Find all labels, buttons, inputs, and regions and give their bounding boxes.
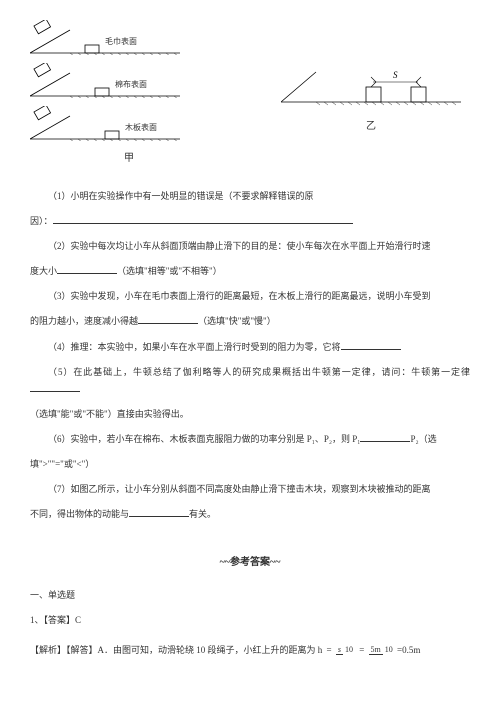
surface3-label: 木板表面 <box>125 120 157 135</box>
q7-text-c: 有关。 <box>189 509 216 519</box>
question-5b: （选填"能"或"不能"）直接由实验得出。 <box>30 406 470 423</box>
ramp-svg-3 <box>30 106 180 141</box>
caption-left: 甲 <box>30 149 228 168</box>
q3-text-b: 的阻力越小，速度减小得越 <box>30 316 138 326</box>
question-7: （7）如图乙所示，让小车分别从斜面不同高度处由静止滑下撞击木块，观察到木块被推动… <box>30 481 470 498</box>
question-6: （6）实验中，若小车在棉布、木板表面克服阻力做的功率分别是 P₁、P₂，则 P₁… <box>30 431 470 448</box>
question-7b: 不同，得出物体的动能与 有关。 <box>30 506 470 523</box>
blank-q6 <box>360 431 410 442</box>
question-5a: （5）在此基础上，牛顿总结了伽利略等人的研究成果概括出牛顿第一定律，请问：牛顿第… <box>30 364 470 398</box>
blank-q1 <box>53 213 353 224</box>
q6-text-c: 填">""="或"<"） <box>30 459 94 469</box>
diagram-area: 毛巾表面 棉布表面 <box>30 20 470 168</box>
ramp-3: 木板表面 <box>30 106 228 141</box>
q1-text-a: （1）小明在实验操作中有一处明显的错误是（不要求解释错误的原 <box>48 191 314 201</box>
answer-divider: ~~参考答案~~ <box>30 553 470 572</box>
q7-text-b: 不同，得出物体的动能与 <box>30 509 129 519</box>
svg-text:S: S <box>393 70 398 80</box>
blank-q5 <box>30 381 80 392</box>
a1-text-a: 【解析】【解答】A．由图可知，动滑轮绕 10 段绳子，小红上升的距离为 h <box>30 645 322 655</box>
diagram-left: 毛巾表面 棉布表面 <box>30 20 228 168</box>
diagram-right: S 乙 <box>272 20 470 168</box>
q7-text-a: （7）如图乙所示，让小车分别从斜面不同高度处由静止滑下撞击木块，观察到木块被推动… <box>48 484 431 494</box>
caption-right: 乙 <box>366 117 376 136</box>
ramp-svg-2 <box>30 63 180 98</box>
q5-text-b: （选填"能"或"不能"）直接由实验得出。 <box>30 409 189 419</box>
q4-text-a: （4）推理：本实验中，如果小车在水平面上滑行时受到的阻力为零，它将 <box>48 342 341 352</box>
q2-text-a: （2）实验中每次均让小车从斜面顶端由静止滑下的目的是：使小车每次在水平面上开始滑… <box>48 241 431 251</box>
blank-q2 <box>57 263 117 274</box>
q3-text-c: （选填"快"或"慢"） <box>198 316 276 326</box>
q1-text-b: 因）： <box>30 216 53 226</box>
answer-1-label: 1、【答案】C <box>30 612 470 629</box>
frac-1: s10 <box>336 646 355 655</box>
question-1: （1）小明在实验操作中有一处明显的错误是（不要求解释错误的原 <box>30 188 470 205</box>
right-svg: S <box>281 52 461 112</box>
answer-1: 1、【答案】C 【解析】【解答】A．由图可知，动滑轮绕 10 段绳子，小红上升的… <box>30 612 470 658</box>
ramp-2: 棉布表面 <box>30 63 228 98</box>
surface2-label: 棉布表面 <box>115 77 147 92</box>
q6-text-b: P₂（选 <box>410 434 436 444</box>
question-6b: 填">""="或"<"） <box>30 456 470 473</box>
blank-q3 <box>138 313 198 324</box>
question-2: （2）实验中每次均让小车从斜面顶端由静止滑下的目的是：使小车每次在水平面上开始滑… <box>30 238 470 255</box>
question-3b: 的阻力越小，速度减小得越 （选填"快"或"慢"） <box>30 313 470 330</box>
q2-text-b: 度大小 <box>30 266 57 276</box>
blank-q4 <box>341 339 401 350</box>
q6-text-a: （6）实验中，若小车在棉布、木板表面克服阻力做的功率分别是 P₁、P₂，则 P₁ <box>48 434 360 444</box>
answer-1-text: 【解析】【解答】A．由图可知，动滑轮绕 10 段绳子，小红上升的距离为 h = … <box>30 642 470 659</box>
surface1-label: 毛巾表面 <box>105 34 137 49</box>
section-1-title: 一、单选题 <box>30 587 470 604</box>
question-2b: 度大小 （选填"相等"或"不相等"） <box>30 263 470 280</box>
question-1b: 因）： <box>30 213 470 230</box>
question-4: （4）推理：本实验中，如果小车在水平面上滑行时受到的阻力为零，它将 <box>30 339 470 356</box>
q3-text-a: （3）实验中发现，小车在毛巾表面上滑行的距离最短，在木板上滑行的距离最远，说明小… <box>48 291 431 301</box>
a1-eq2: = <box>359 645 364 655</box>
q2-text-c: （选填"相等"或"不相等"） <box>117 266 222 276</box>
a1-eq1: = <box>327 645 332 655</box>
ramp-1: 毛巾表面 <box>30 20 228 55</box>
question-3: （3）实验中发现，小车在毛巾表面上滑行的距离最短，在木板上滑行的距离最远，说明小… <box>30 288 470 305</box>
q5-text-a: （5）在此基础上，牛顿总结了伽利略等人的研究成果概括出牛顿第一定律，请问：牛顿第… <box>48 367 470 377</box>
blank-q7 <box>129 506 189 517</box>
a1-text-b: =0.5m <box>397 645 420 655</box>
frac-2: 5m10 <box>369 646 395 655</box>
